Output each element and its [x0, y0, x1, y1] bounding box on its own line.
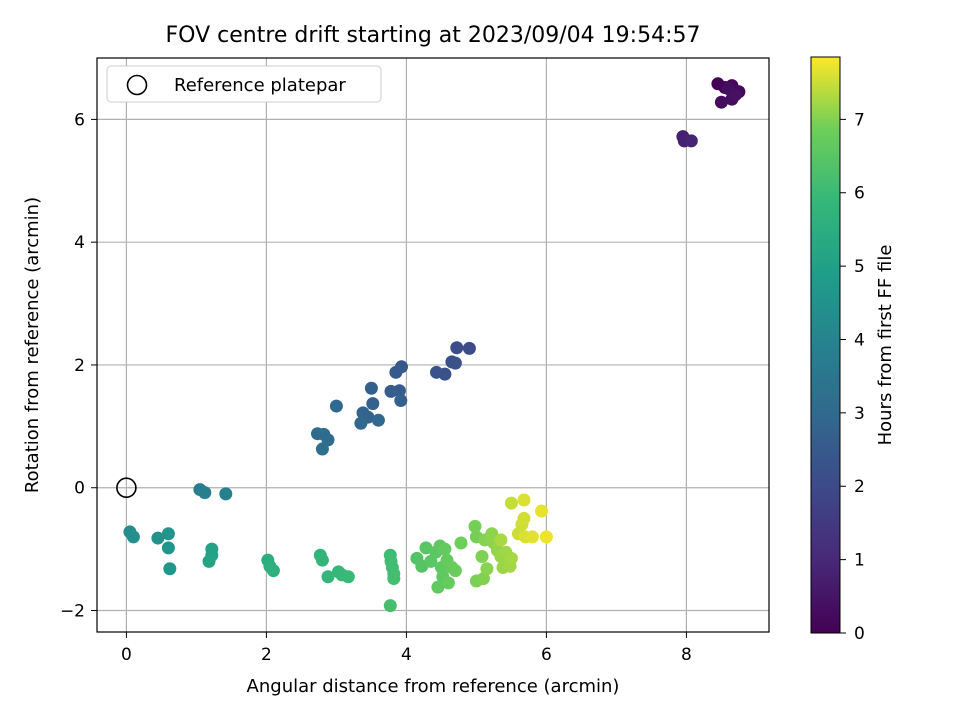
colorbar-ticks: 0 1 2 3 4 5 6 7	[840, 110, 865, 644]
legend-label: Reference platepar	[174, 75, 346, 96]
data-point	[539, 530, 553, 544]
grid	[97, 58, 769, 632]
colorbar-tick-label: 0	[854, 624, 865, 644]
y-axis-ticks: −2 0 2 4 6	[60, 110, 97, 622]
legend-marker	[126, 74, 148, 96]
x-axis-ticks: 0 2 4 6 8	[121, 632, 692, 665]
x-tick-label: 0	[121, 645, 132, 665]
data-point	[198, 486, 212, 500]
data-point	[151, 531, 165, 545]
legend-box	[106, 65, 382, 103]
y-tick-label: 2	[74, 356, 85, 376]
chart-title: FOV centre drift starting at 2023/09/04 …	[166, 23, 701, 48]
colorbar	[810, 56, 841, 634]
x-tick-label: 4	[401, 645, 412, 665]
x-tick-label: 6	[541, 645, 552, 665]
y-tick-label: −2	[60, 602, 85, 622]
y-tick-label: 0	[74, 479, 85, 499]
data-point	[387, 572, 401, 586]
plot-frame	[96, 57, 770, 633]
data-point	[454, 536, 468, 550]
data-point	[329, 399, 343, 413]
data-point	[389, 365, 403, 379]
data-point	[475, 549, 489, 563]
reference-point	[116, 477, 137, 499]
colorbar-tick-label: 6	[854, 184, 865, 204]
data-point	[266, 564, 280, 578]
data-point	[383, 599, 397, 613]
colorbar-tick-label: 7	[854, 110, 865, 130]
data-point	[468, 519, 482, 533]
y-axis-label: Rotation from reference (arcmin)	[22, 197, 43, 493]
data-point	[476, 572, 490, 586]
x-tick-label: 8	[681, 645, 692, 665]
data-point	[219, 487, 233, 501]
data-point	[448, 564, 462, 578]
data-point	[315, 442, 329, 456]
data-point	[394, 394, 408, 408]
data-point	[163, 562, 177, 576]
colorbar-tick-label: 3	[854, 404, 865, 424]
data-point	[202, 554, 216, 568]
y-tick-label: 4	[74, 233, 85, 253]
data-point	[494, 533, 508, 547]
reference-marker	[116, 477, 137, 499]
data-point	[448, 356, 462, 370]
data-point	[714, 95, 728, 109]
y-tick-label: 6	[74, 110, 85, 130]
x-tick-label: 2	[261, 645, 272, 665]
data-point	[517, 493, 531, 507]
data-point	[341, 570, 355, 584]
colorbar-tick-label: 2	[854, 477, 865, 497]
data-point	[480, 562, 494, 576]
colorbar-tick-label: 1	[854, 551, 865, 571]
data-point	[419, 541, 433, 555]
colorbar-tick-label: 4	[854, 330, 865, 350]
data-point	[354, 416, 368, 430]
data-point	[161, 541, 175, 555]
data-point	[438, 542, 452, 556]
data-point	[384, 384, 398, 398]
colorbar-label: Hours from first FF file	[875, 245, 896, 446]
data-point	[728, 88, 742, 102]
x-axis-label: Angular distance from reference (arcmin)	[247, 676, 620, 697]
data-point	[321, 570, 335, 584]
data-point	[356, 406, 370, 420]
data-point	[504, 496, 518, 510]
data-point	[684, 134, 698, 148]
data-point	[366, 397, 380, 411]
scatter-points	[123, 77, 746, 613]
data-point	[430, 365, 443, 379]
data-point	[517, 511, 531, 525]
data-point	[450, 341, 464, 355]
data-point	[315, 553, 329, 567]
data-point	[364, 381, 378, 395]
data-point	[161, 527, 175, 541]
data-point	[431, 580, 445, 594]
data-point	[504, 551, 518, 565]
data-point	[441, 576, 455, 590]
data-point	[126, 530, 140, 544]
data-point	[535, 504, 548, 518]
data-point	[462, 341, 476, 355]
legend: Reference platepar	[106, 65, 382, 103]
data-point	[371, 413, 385, 427]
colorbar-tick-label: 5	[854, 257, 865, 277]
data-point	[525, 530, 539, 544]
